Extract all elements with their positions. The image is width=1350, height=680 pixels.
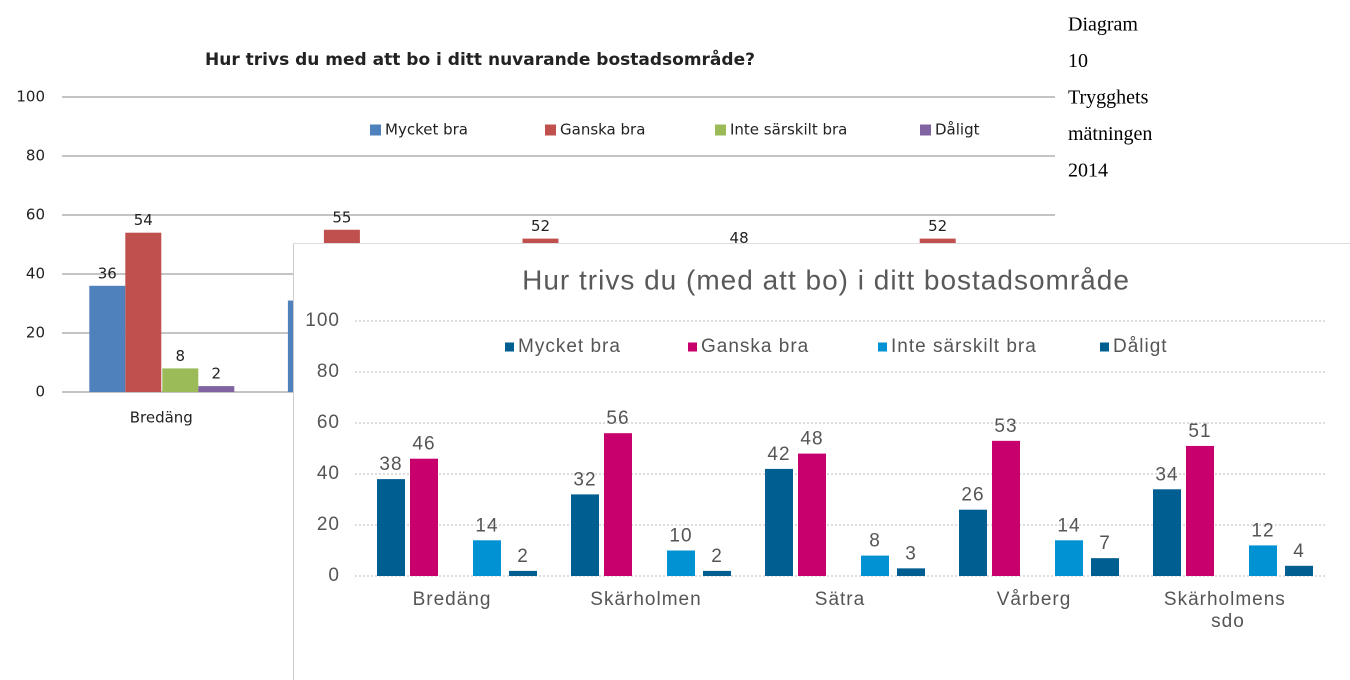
value-label: 52 [928, 217, 947, 235]
value-label: 54 [134, 211, 153, 229]
value-label: 53 [994, 416, 1017, 437]
bar [897, 568, 925, 576]
caption-line: mätningen [1068, 123, 1152, 145]
value-label: 26 [961, 485, 984, 506]
caption-line: Trygghets [1068, 87, 1149, 109]
value-label: 2 [711, 546, 723, 567]
legend-label: Ganska bra [701, 336, 809, 357]
bar [377, 479, 405, 576]
bar [798, 453, 826, 576]
value-label: 12 [1251, 520, 1274, 541]
chart-title: Hur trivs du med att bo i ditt nuvarande… [205, 48, 755, 70]
y-tick-label: 80 [26, 147, 45, 165]
bar [604, 433, 632, 576]
y-tick-label: 20 [317, 514, 340, 535]
value-label: 14 [1057, 515, 1080, 536]
value-label: 8 [176, 347, 186, 365]
legend-label: Inte särskilt bra [891, 336, 1037, 357]
chart-title: Hur trivs du (med att bo) i ditt bostads… [522, 264, 1130, 295]
bar [1285, 565, 1313, 576]
value-label: 10 [669, 526, 692, 547]
caption: Diagram 10 Trygghets mätningen 2014 [1068, 14, 1152, 182]
value-label: 56 [606, 408, 629, 429]
bar [162, 368, 199, 392]
value-label: 36 [98, 264, 117, 282]
value-label: 34 [1155, 464, 1178, 485]
legend-marker [715, 124, 726, 136]
caption-line: Diagram [1068, 14, 1138, 36]
bar [125, 232, 162, 392]
y-tick-label: 80 [317, 361, 340, 382]
value-label: 32 [573, 469, 596, 490]
y-tick-label: 0 [35, 383, 45, 401]
legend-label: Mycket bra [385, 121, 468, 139]
bar [473, 540, 501, 576]
value-label: 48 [730, 229, 749, 247]
value-label: 55 [332, 208, 351, 226]
y-tick-label: 0 [328, 565, 340, 586]
bar [410, 458, 438, 576]
legend-marker [878, 342, 887, 352]
legend-marker [505, 342, 514, 352]
bar [1153, 489, 1181, 576]
bar [1055, 540, 1083, 576]
x-tick-label: Sätra [815, 589, 865, 610]
bar [765, 468, 793, 576]
x-tick-label: Bredäng [130, 409, 193, 427]
y-tick-label: 60 [26, 206, 45, 224]
legend-marker [1100, 342, 1109, 352]
value-label: 3 [905, 543, 917, 564]
value-label: 8 [869, 531, 881, 552]
y-tick-label: 100 [305, 310, 340, 331]
value-label: 46 [412, 434, 435, 455]
legend-label: Dåligt [935, 121, 980, 139]
value-label: 14 [475, 515, 498, 536]
bar [703, 570, 731, 576]
y-tick-label: 40 [317, 463, 340, 484]
caption-line: 2014 [1068, 160, 1108, 182]
x-tick-label: Skärholmen [590, 589, 701, 610]
x-tick-label: Skärholmens sdo [1164, 589, 1292, 632]
bar [509, 570, 537, 576]
legend-label: Ganska bra [560, 121, 645, 139]
bar [992, 440, 1020, 576]
legend-label: Inte särskilt bra [730, 121, 847, 139]
bar [861, 555, 889, 576]
legend-marker [920, 124, 931, 136]
bar [1249, 545, 1277, 576]
y-tick-label: 40 [26, 265, 45, 283]
y-tick-label: 20 [26, 324, 45, 342]
value-label: 4 [1293, 541, 1305, 562]
value-label: 38 [379, 454, 402, 475]
value-label: 52 [531, 217, 550, 235]
bar [1091, 558, 1119, 576]
bar [667, 550, 695, 576]
value-label: 7 [1099, 533, 1111, 554]
y-tick-label: 60 [317, 412, 340, 433]
bar [198, 386, 235, 392]
legend-label: Dåligt [1113, 336, 1168, 357]
legend-marker [370, 124, 381, 136]
x-tick-label: Vårberg [997, 589, 1072, 610]
legend-marker [688, 342, 697, 352]
bar [89, 285, 126, 392]
value-label: 2 [517, 546, 529, 567]
value-label: 2 [212, 365, 222, 383]
x-tick-label: Bredäng [413, 589, 492, 610]
legend-marker [545, 124, 556, 136]
bar [571, 494, 599, 576]
y-tick-label: 100 [16, 88, 45, 106]
bar [1186, 445, 1214, 576]
bar [959, 509, 987, 576]
legend-label: Mycket bra [518, 336, 621, 357]
value-label: 51 [1188, 421, 1211, 442]
front-chart: Hur trivs du (med att bo) i ditt bostads… [305, 264, 1325, 632]
value-label: 48 [800, 429, 823, 450]
value-label: 42 [767, 444, 790, 465]
caption-line: 10 [1068, 50, 1088, 72]
